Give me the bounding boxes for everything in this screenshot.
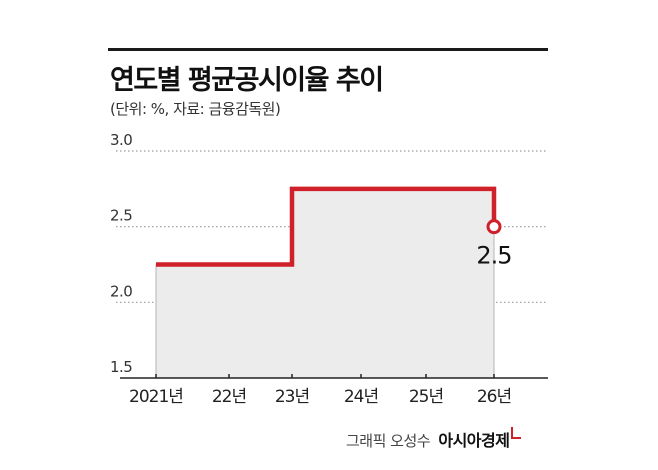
credit-text: 그래픽 오성수 [346,432,431,450]
y-tick-label: 1.5 [110,358,132,376]
y-tick-label: 2.0 [110,282,132,300]
x-tick-label: 25년 [409,387,443,407]
brand-mark-icon [511,427,522,439]
series-line [156,186,497,267]
fill-layer [155,188,495,378]
x-tick-label: 26년 [477,387,511,407]
x-tick-label: 23년 [275,387,309,407]
x-tick-label: 24년 [344,387,378,407]
title-top-rule [108,48,548,51]
label-layer: 2.5 [476,219,513,270]
brand-name: 아시아경제 [438,431,510,450]
x-tick-label: 22년 [212,387,246,407]
y-tick-label: 3.0 [110,131,132,149]
data-label: 2.5 [476,242,511,270]
chart-subtitle: (단위: %, 자료: 금융감독원) [110,100,281,118]
line-layer [156,186,497,267]
credit: 그래픽 오성수 아시아경제 [346,427,522,451]
chart-title: 연도별 평균공시이율 추이 [110,65,384,96]
y-tick-label: 2.5 [110,207,132,225]
series-area [156,188,494,378]
x-tick-label: 2021년 [129,387,183,407]
axis-layer: 1.5 2.0 2.5 3.0 2021년 22년 23년 24년 25년 26년 [110,131,548,407]
data-point-marker [486,219,502,235]
